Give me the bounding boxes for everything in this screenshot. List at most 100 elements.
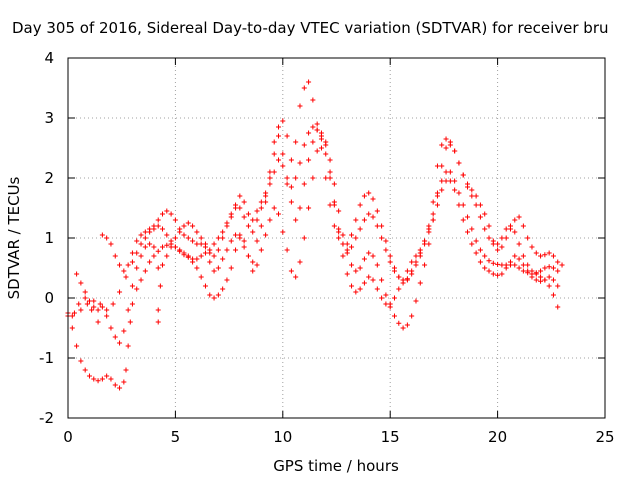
data-marks	[65, 79, 565, 391]
data-point	[456, 160, 462, 166]
data-point	[271, 151, 277, 157]
data-point	[422, 238, 428, 244]
data-point	[78, 280, 84, 286]
data-point	[104, 235, 110, 241]
data-point	[134, 238, 140, 244]
data-point	[434, 202, 440, 208]
data-point	[147, 259, 153, 265]
data-point	[228, 265, 234, 271]
data-point	[263, 232, 269, 238]
data-point	[447, 169, 453, 175]
data-point	[349, 232, 355, 238]
data-point	[198, 235, 204, 241]
data-point	[177, 229, 183, 235]
y-tick-label: 0	[44, 289, 54, 307]
data-point	[516, 256, 522, 262]
data-point	[99, 232, 105, 238]
data-point	[314, 148, 320, 154]
data-point	[138, 277, 144, 283]
data-point	[276, 157, 282, 163]
data-point	[361, 280, 367, 286]
data-point	[396, 286, 402, 292]
data-point	[443, 178, 449, 184]
data-point	[559, 262, 565, 268]
data-point	[409, 313, 415, 319]
data-point	[250, 268, 256, 274]
y-tick-label: 1	[44, 229, 54, 247]
data-point	[374, 223, 380, 229]
data-point	[409, 268, 415, 274]
data-point	[529, 274, 535, 280]
data-point	[276, 211, 282, 217]
y-tick-label: 4	[44, 49, 54, 67]
series-track-b	[65, 133, 561, 331]
data-point	[469, 241, 475, 247]
data-point	[267, 169, 273, 175]
data-point	[447, 178, 453, 184]
data-point	[99, 304, 105, 310]
data-point	[254, 208, 260, 214]
data-point	[301, 181, 307, 187]
data-point	[555, 259, 561, 265]
data-point	[151, 253, 157, 259]
data-point	[361, 193, 367, 199]
data-point	[512, 229, 518, 235]
data-point	[357, 286, 363, 292]
data-point	[426, 229, 432, 235]
data-point	[121, 379, 127, 385]
data-point	[495, 272, 501, 278]
data-point	[233, 247, 239, 253]
data-point	[379, 235, 385, 241]
data-point	[434, 190, 440, 196]
data-point	[439, 163, 445, 169]
data-point	[499, 262, 505, 268]
data-point	[503, 265, 509, 271]
data-point	[228, 214, 234, 220]
data-point	[91, 376, 97, 382]
data-point	[129, 301, 135, 307]
data-point	[486, 223, 492, 229]
data-point	[340, 253, 346, 259]
data-point	[267, 175, 273, 181]
data-point	[142, 244, 148, 250]
data-point	[383, 247, 389, 253]
data-point	[473, 193, 479, 199]
data-point	[370, 277, 376, 283]
data-point	[495, 261, 501, 267]
data-point	[241, 199, 247, 205]
data-point	[469, 193, 475, 199]
data-point	[538, 278, 544, 284]
data-point	[357, 202, 363, 208]
data-point	[344, 271, 350, 277]
data-point	[190, 223, 196, 229]
data-point	[108, 376, 114, 382]
data-point	[426, 223, 432, 229]
data-point	[306, 130, 312, 136]
data-point	[95, 319, 101, 325]
data-point	[516, 241, 522, 247]
data-point	[306, 157, 312, 163]
data-point	[439, 178, 445, 184]
data-point	[374, 286, 380, 292]
data-point	[276, 124, 282, 130]
data-point	[271, 169, 277, 175]
data-point	[443, 136, 449, 142]
data-point	[271, 205, 277, 211]
data-point	[181, 250, 187, 256]
data-point	[134, 286, 140, 292]
data-point	[241, 244, 247, 250]
data-point	[258, 247, 264, 253]
data-point	[456, 190, 462, 196]
data-point	[323, 142, 329, 148]
data-point	[426, 241, 432, 247]
data-point	[516, 214, 522, 220]
data-point	[469, 226, 475, 232]
data-point	[331, 181, 337, 187]
data-point	[155, 217, 161, 223]
data-point	[194, 229, 200, 235]
data-point	[254, 217, 260, 223]
data-point	[404, 268, 410, 274]
data-point	[194, 241, 200, 247]
data-point	[157, 283, 163, 289]
data-point	[293, 274, 299, 280]
